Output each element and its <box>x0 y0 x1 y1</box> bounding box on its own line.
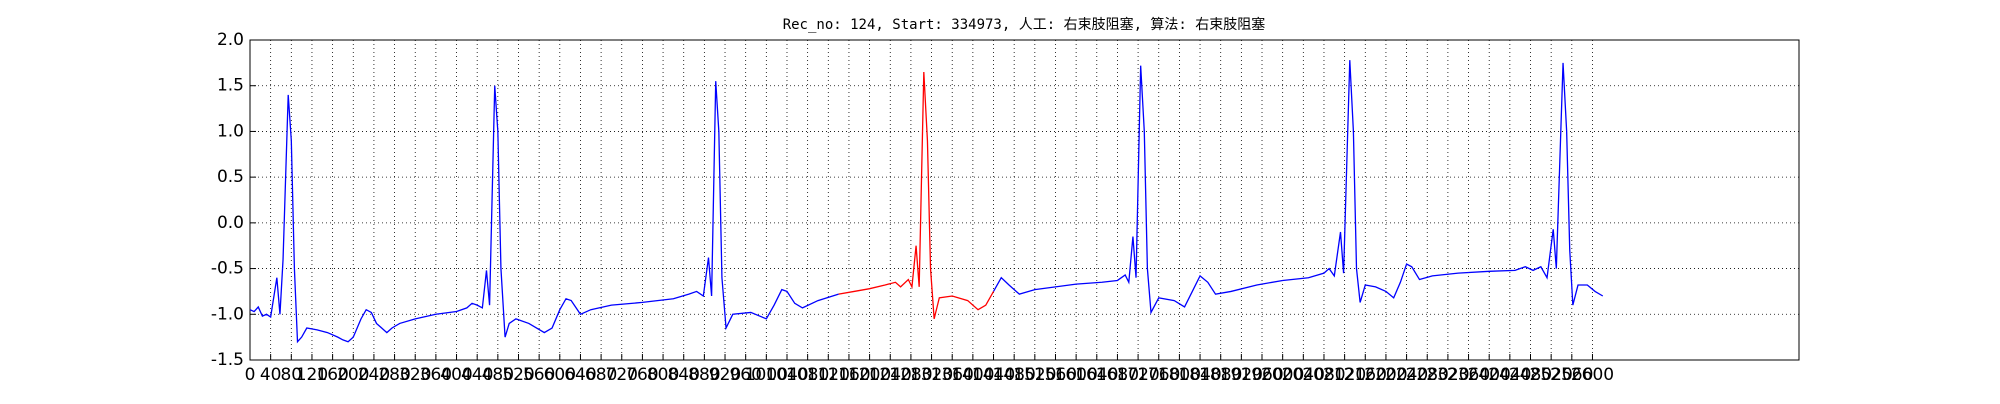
x-tick-label: 360 <box>420 365 452 385</box>
x-tick-label: 2200 <box>1364 365 1407 385</box>
x-tick-label: 1800 <box>1158 365 1201 385</box>
x-tick-label: 560 <box>523 365 555 385</box>
y-tick-label: -1.0 <box>211 304 244 324</box>
x-tick-label: 1960 <box>1240 365 1283 385</box>
x-tick-label: 1320 <box>910 365 953 385</box>
x-tick-label: 1480 <box>993 365 1036 385</box>
x-tick-label: 840 <box>667 365 699 385</box>
x-tick-label: 2240 <box>1385 365 1428 385</box>
x-tick-label: 2560 <box>1550 365 1593 385</box>
x-tick-label: 480 <box>482 365 514 385</box>
x-tick-label: 1560 <box>1034 365 1077 385</box>
x-tick-label: 880 <box>688 365 720 385</box>
x-tick-label: 80 <box>280 365 302 385</box>
x-tick-label: 1280 <box>889 365 932 385</box>
y-tick-label: 0.5 <box>217 167 244 187</box>
x-tick-label: 2520 <box>1530 365 1573 385</box>
x-tick-label: 200 <box>337 365 369 385</box>
x-tick-label: 800 <box>647 365 679 385</box>
x-tick-label: 160 <box>316 365 348 385</box>
x-tick-label: 600 <box>544 365 576 385</box>
x-tick-label: 0 <box>245 365 256 385</box>
x-tick-label: 400 <box>440 365 472 385</box>
x-tick-label: 40 <box>260 365 282 385</box>
x-tick-label: 1880 <box>1199 365 1242 385</box>
x-tick-label: 1720 <box>1116 365 1159 385</box>
plot-frame <box>249 39 1800 361</box>
x-tick-label: 2440 <box>1488 365 1531 385</box>
x-tick-label: 2400 <box>1468 365 1511 385</box>
x-tick-label: 920 <box>709 365 741 385</box>
x-tick-label: 2360 <box>1447 365 1490 385</box>
series-line <box>838 71 995 320</box>
x-tick-label: 2160 <box>1344 365 1387 385</box>
x-tick-label: 1080 <box>786 365 829 385</box>
x-tick-label: 1840 <box>1178 365 1221 385</box>
x-tick-label: 2080 <box>1302 365 1345 385</box>
x-tick-label: 1640 <box>1075 365 1118 385</box>
x-tick-label: 1000 <box>745 365 788 385</box>
series-line <box>249 60 1604 344</box>
x-tick-label: 1920 <box>1220 365 1263 385</box>
x-tick-label: 1520 <box>1013 365 1056 385</box>
x-tick-label: 1120 <box>807 365 850 385</box>
x-tick-label: 280 <box>378 365 410 385</box>
y-tick-label: -1.5 <box>211 350 244 370</box>
x-tick-label: 1600 <box>1055 365 1098 385</box>
y-tick-label: 2.0 <box>217 30 244 50</box>
y-tick-label: 1.0 <box>217 121 244 141</box>
x-tick-label: 2480 <box>1509 365 1552 385</box>
x-tick-label: 640 <box>564 365 596 385</box>
x-tick-label: 2120 <box>1323 365 1366 385</box>
x-tick-label: 2040 <box>1282 365 1325 385</box>
x-tick-label: 1040 <box>765 365 808 385</box>
x-tick-label: 1760 <box>1137 365 1180 385</box>
x-tick-label: 1200 <box>848 365 891 385</box>
x-tick-label: 680 <box>585 365 617 385</box>
y-tick-label: 1.5 <box>217 76 244 96</box>
x-tick-label: 2320 <box>1426 365 1469 385</box>
x-tick-label: 520 <box>502 365 534 385</box>
x-tick-label: 320 <box>399 365 431 385</box>
x-tick-label: 440 <box>461 365 493 385</box>
x-tick-label: 720 <box>606 365 638 385</box>
x-tick-label: 240 <box>358 365 390 385</box>
x-tick-label: 960 <box>729 365 761 385</box>
x-tick-label: 1400 <box>951 365 994 385</box>
x-tick-label: 1440 <box>972 365 1015 385</box>
x-tick-label: 1160 <box>827 365 870 385</box>
x-tick-label: 2600 <box>1571 365 1614 385</box>
chart-title: Rec_no: 124, Start: 334973, 人工: 右束肢阻塞, 算… <box>783 16 1266 33</box>
y-tick-label: -0.5 <box>211 259 244 279</box>
x-tick-label: 120 <box>296 365 328 385</box>
x-tick-label: 2000 <box>1261 365 1304 385</box>
x-tick-label: 760 <box>626 365 658 385</box>
x-tick-label: 2280 <box>1406 365 1449 385</box>
y-tick-label: 0.0 <box>217 213 244 233</box>
x-tick-label: 1240 <box>869 365 912 385</box>
x-tick-label: 1360 <box>931 365 974 385</box>
x-tick-label: 1680 <box>1096 365 1139 385</box>
